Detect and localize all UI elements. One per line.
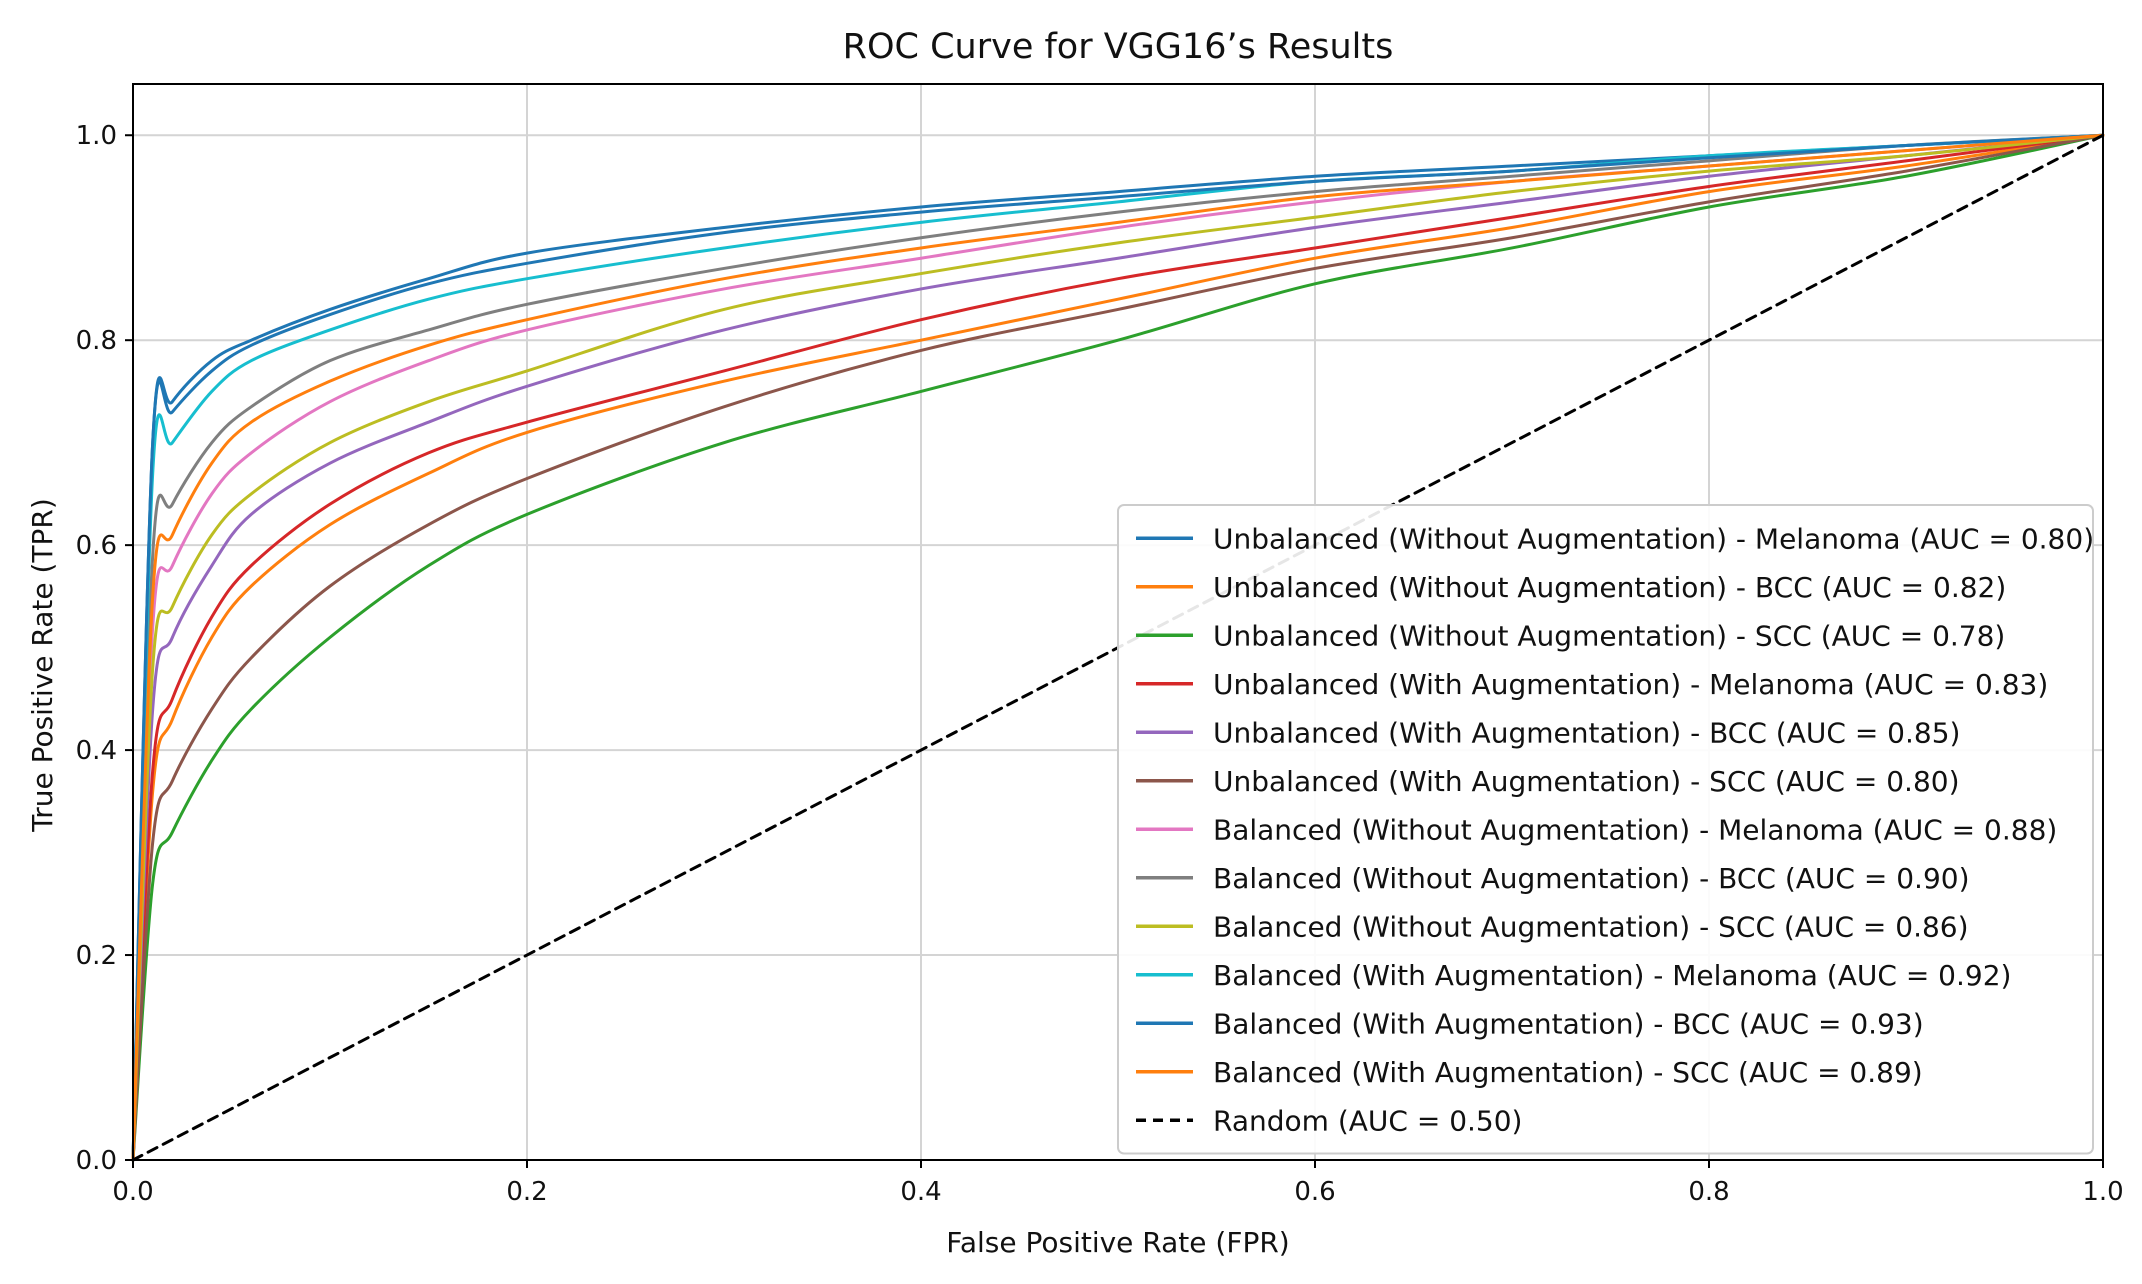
x-tick-label: 0.4 [900, 1177, 941, 1207]
legend-entry: Balanced (With Augmentation) - Melanoma … [1213, 959, 2011, 992]
y-tick-label: 0.2 [76, 941, 117, 971]
legend-entry: Balanced (Without Augmentation) - Melano… [1213, 813, 2057, 846]
chart-title: ROC Curve for VGG16’s Results [843, 27, 1394, 67]
series-line-7 [131, 133, 2105, 1162]
series-line-8 [131, 133, 2105, 1162]
legend-entry: Unbalanced (Without Augmentation) - BCC … [1213, 571, 2006, 604]
legend-entry: Balanced (Without Augmentation) - BCC (A… [1213, 862, 1970, 895]
x-tick-label: 0.2 [506, 1177, 547, 1207]
y-tick-label: 0.6 [76, 531, 117, 561]
series-line-0 [131, 133, 2105, 1162]
legend-entry: Unbalanced (With Augmentation) - BCC (AU… [1213, 716, 1960, 749]
legend-entry: Unbalanced (With Augmentation) - SCC (AU… [1213, 765, 1960, 798]
legend: Unbalanced (Without Augmentation) - Mela… [1117, 504, 2094, 1155]
series-line-10 [131, 133, 2105, 1162]
axis-ticks: 0.0 0.2 0.4 0.6 0.8 1.0 0.0 0.2 0.4 0.6 0.8 1.0 [76, 121, 2124, 1207]
x-tick-label: 0.6 [1294, 1177, 1335, 1207]
legend-entry: Unbalanced (Without Augmentation) - SCC … [1213, 619, 2005, 652]
x-tick-label: 1.0 [2082, 1177, 2123, 1207]
series-line-1 [131, 133, 2105, 1162]
series-line-2 [131, 133, 2105, 1162]
series-line-4 [131, 133, 2105, 1162]
y-tick-label: 0.8 [76, 326, 117, 356]
series-line-3 [131, 133, 2105, 1162]
legend-entry: Balanced (Without Augmentation) - SCC (A… [1213, 910, 1969, 943]
legend-entry: Unbalanced (Without Augmentation) - Mela… [1213, 522, 2094, 555]
legend-entry: Random (AUC = 0.50) [1213, 1104, 1522, 1137]
y-tick-label: 1.0 [76, 121, 117, 151]
series-line-5 [131, 133, 2105, 1162]
y-tick-label: 0.4 [76, 736, 117, 766]
x-axis-label: False Positive Rate (FPR) [946, 1226, 1289, 1259]
series-line-11 [131, 133, 2105, 1162]
y-axis-label: True Positive Rate (TPR) [26, 498, 59, 833]
y-tick-label: 0.0 [76, 1146, 117, 1176]
legend-entry: Balanced (With Augmentation) - BCC (AUC … [1213, 1007, 1924, 1040]
legend-entry: Balanced (With Augmentation) - SCC (AUC … [1213, 1056, 1923, 1089]
plot-frame [132, 83, 2104, 1161]
series-line-9 [131, 133, 2105, 1162]
legend-entry: Unbalanced (With Augmentation) - Melanom… [1213, 668, 2048, 701]
legend-box [1117, 504, 2094, 1155]
x-tick-label: 0.8 [1688, 1177, 1729, 1207]
x-tick-label: 0.0 [112, 1177, 153, 1207]
